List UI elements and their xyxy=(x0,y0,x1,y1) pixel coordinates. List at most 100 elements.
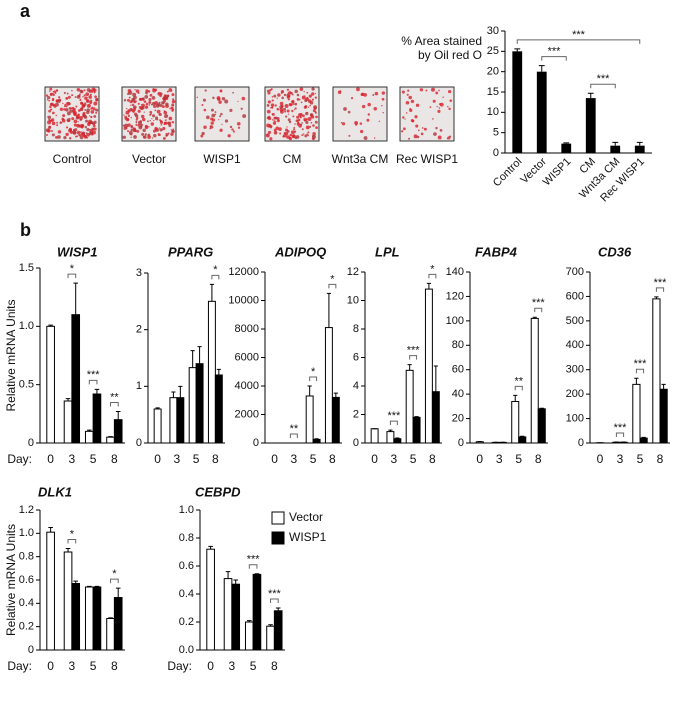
stain-dot xyxy=(80,101,84,105)
stain-dot xyxy=(421,127,424,129)
stain-dot xyxy=(77,124,79,126)
stain-dot xyxy=(299,87,304,91)
stain-dot xyxy=(172,130,175,133)
bar xyxy=(206,548,215,651)
significance-bracket xyxy=(534,307,543,313)
stain-dot xyxy=(89,100,93,105)
bar xyxy=(652,298,661,444)
stain-dot xyxy=(279,132,282,135)
stain-dot xyxy=(56,121,59,124)
stain-dot xyxy=(93,114,97,118)
stain-dot xyxy=(79,135,84,140)
stain-dot xyxy=(277,119,280,122)
y-tick-label: 120 xyxy=(446,290,464,302)
stain-dot xyxy=(135,121,138,124)
stain-dot xyxy=(291,99,295,104)
stain-dot xyxy=(303,105,307,109)
stain-dot xyxy=(152,114,156,118)
stain-dot xyxy=(82,134,86,138)
stain-dot xyxy=(360,93,364,96)
y-tick-label: 0.8 xyxy=(19,551,34,563)
stain-dot xyxy=(79,93,81,95)
stain-dot xyxy=(341,122,346,126)
y-tick-label: 0.6 xyxy=(19,574,34,586)
stain-dot xyxy=(78,134,80,136)
stain-dot xyxy=(129,100,133,104)
significance-bracket xyxy=(248,564,258,569)
bar xyxy=(585,98,596,153)
stain-dot xyxy=(69,109,73,113)
stain-dot xyxy=(58,96,61,99)
error-bar xyxy=(108,436,113,438)
significance-label: * xyxy=(311,366,316,378)
significance-label: *** xyxy=(614,422,628,434)
stain-dot xyxy=(288,120,292,124)
stain-dot xyxy=(296,97,300,101)
bar xyxy=(106,436,115,444)
stain-dot xyxy=(158,133,161,137)
error-bar xyxy=(190,350,195,368)
stain-dot xyxy=(312,134,316,139)
significance-label: ** xyxy=(290,423,299,435)
chart-title: LPL xyxy=(375,244,400,259)
bar xyxy=(561,143,572,153)
error-bar xyxy=(216,368,221,375)
stain-dot xyxy=(439,102,444,107)
stain-dot xyxy=(131,103,135,107)
bar xyxy=(106,618,115,651)
stain-dot xyxy=(88,95,92,99)
y-tick-label: 6 xyxy=(353,351,359,363)
stain-dot xyxy=(236,121,241,126)
stain-dot xyxy=(162,127,166,131)
stain-dot xyxy=(419,88,424,92)
stain-dot xyxy=(237,126,241,129)
significance-label: * xyxy=(330,273,335,285)
stain-dot xyxy=(315,115,318,119)
stain-dot xyxy=(401,130,404,133)
stain-dot xyxy=(241,96,246,101)
y-tick-label: 300 xyxy=(566,364,584,376)
stain-dot xyxy=(429,106,432,109)
bar xyxy=(252,573,262,651)
stain-dot xyxy=(59,121,62,124)
x-axis-label: Day: xyxy=(7,659,32,673)
significance-bracket xyxy=(289,433,298,438)
chart-title: CEBPD xyxy=(195,484,241,499)
stain-dot xyxy=(401,90,405,94)
image-caption: Wnt3a CM xyxy=(332,152,389,166)
stain-dot xyxy=(298,113,302,117)
stain-dot xyxy=(304,98,308,103)
error-bar xyxy=(115,587,121,598)
stain-dot xyxy=(85,92,90,97)
stain-dot xyxy=(86,110,90,115)
stain-dot xyxy=(161,105,165,109)
bar xyxy=(176,397,185,444)
error-bar xyxy=(326,292,331,328)
y-tick-label: 0.2 xyxy=(19,621,34,633)
y-tick-label: 0.5 xyxy=(19,379,34,391)
stain-dot xyxy=(161,129,163,131)
stain-dot xyxy=(149,119,151,122)
x-tick-label: 5 xyxy=(637,452,644,466)
stain-dot xyxy=(437,109,441,113)
y-tick-label: 600 xyxy=(566,290,584,302)
stain-dot xyxy=(152,87,155,91)
stain-dot xyxy=(210,117,214,121)
stain-dot xyxy=(145,91,148,95)
stain-dot xyxy=(95,111,98,114)
y-tick-label: 25 xyxy=(487,45,499,57)
error-bar xyxy=(513,394,518,402)
stain-dot xyxy=(296,93,300,97)
significance-label: * xyxy=(70,528,75,540)
error-bar xyxy=(48,324,53,327)
stain-dot xyxy=(86,103,91,108)
error-bar xyxy=(532,316,537,319)
stain-dot xyxy=(83,89,86,92)
bar xyxy=(71,583,81,651)
x-tick-label: 3 xyxy=(69,659,76,673)
stain-dot xyxy=(55,114,58,117)
stain-dot xyxy=(153,119,155,122)
stain-dot xyxy=(76,88,81,92)
y-tick-label: 0.4 xyxy=(179,588,194,600)
stain-dot xyxy=(132,127,136,131)
